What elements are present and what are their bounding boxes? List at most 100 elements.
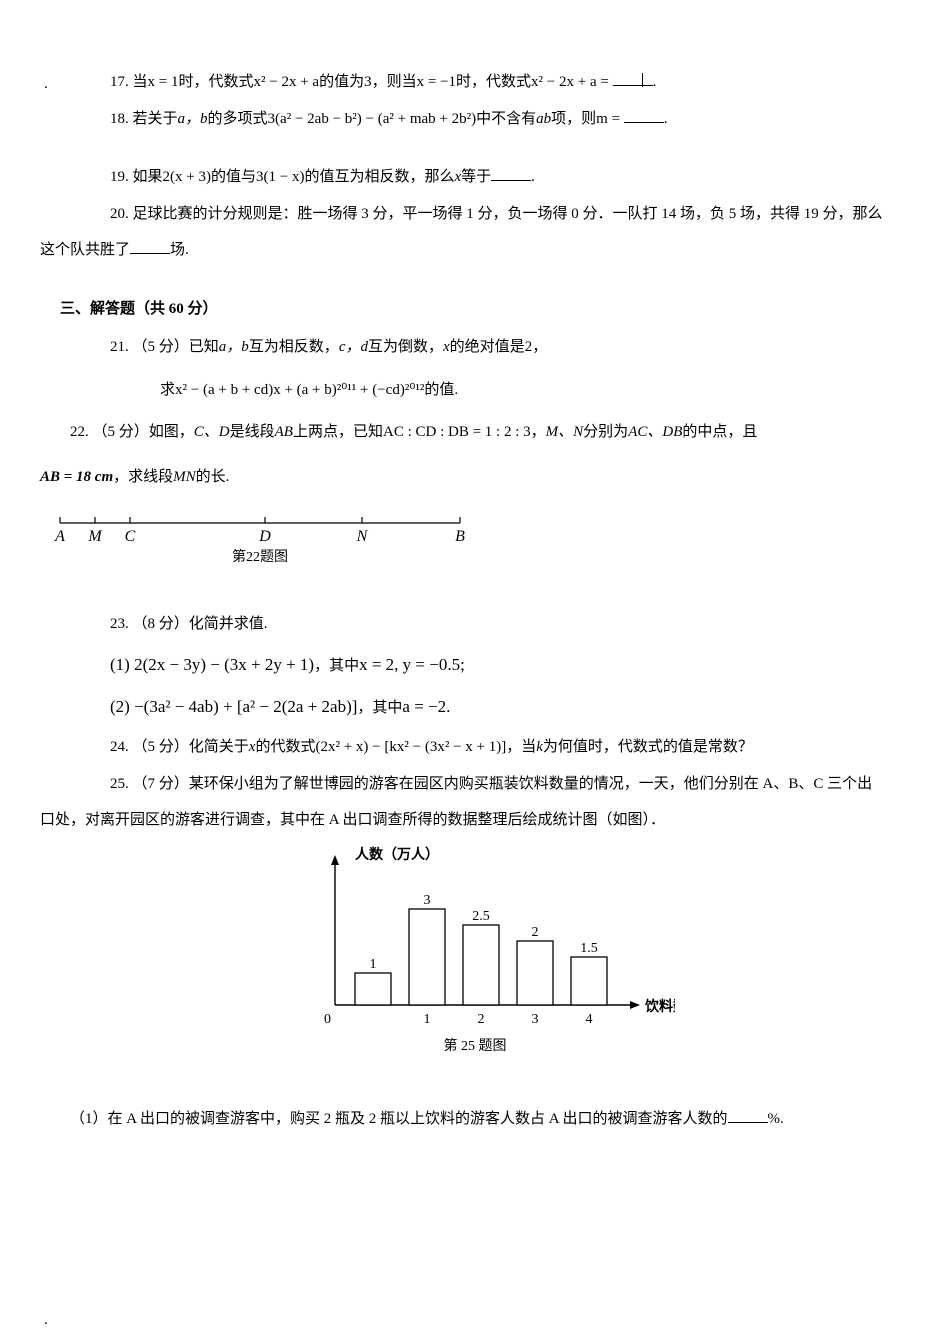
- t: 这个队共胜了: [40, 242, 130, 258]
- question-20-line2: 这个队共胜了 场.: [40, 236, 910, 265]
- question-22-line2: AB = 18 cm，求线段MN的长.: [40, 463, 910, 492]
- t: .: [664, 111, 668, 127]
- t: 的值为: [319, 74, 364, 90]
- question-25-line1: 25. （7 分）某环保小组为了解世博园的游客在园区内购买瓶装饮料数量的情况，一…: [80, 770, 910, 799]
- svg-text:3: 3: [532, 1012, 539, 1027]
- svg-text:第 25 题图: 第 25 题图: [444, 1037, 507, 1054]
- q23-num: 23.: [110, 616, 129, 632]
- header-dot: .: [44, 70, 48, 99]
- blank-input[interactable]: [130, 239, 170, 254]
- t: 求: [160, 382, 175, 398]
- expr: m =: [596, 111, 620, 127]
- blank-input[interactable]: [491, 166, 531, 181]
- question-18: 18. 若关于a，b的多项式3(a² − 2ab − b²) − (a² + m…: [80, 105, 910, 134]
- t: 的多项式: [208, 111, 268, 127]
- svg-text:饮料数量（瓶）: 饮料数量（瓶）: [644, 998, 675, 1015]
- expr: x = 1: [148, 74, 179, 90]
- q23-sub2: (2) −(3a² − 4ab) + [a² − 2(2a + 2ab)]，其中…: [110, 691, 910, 723]
- t: ，其中: [357, 700, 402, 716]
- t: ，: [531, 424, 546, 440]
- q25-bar-chart: 人数（万人）饮料数量（瓶）0132.521.51234第 25 题图: [275, 845, 675, 1055]
- expr: 3(1 − x): [256, 169, 304, 185]
- expr: AC、DB: [628, 424, 682, 440]
- t: 为何值时，代数式的值是常数？: [543, 739, 753, 755]
- expr: x² − (a + b + cd)x + (a + b)²⁰¹¹ + (−cd)…: [175, 382, 424, 398]
- t: 化简并求值.: [189, 616, 268, 632]
- lbl-m: M: [87, 528, 103, 545]
- q22-num: 22.: [70, 424, 89, 440]
- expr: a，b: [178, 111, 208, 127]
- vals: a = −2.: [402, 697, 450, 716]
- t: 当: [133, 74, 148, 90]
- pts: （5 分）: [133, 339, 189, 355]
- q17-num: 17.: [110, 74, 129, 90]
- svg-text:0: 0: [324, 1012, 331, 1027]
- expr: (2) −(3a² − 4ab) + [a² − 2(2a + 2ab)]: [110, 697, 357, 716]
- blank-input[interactable]: [624, 108, 664, 123]
- q25-num: 25.: [110, 776, 129, 792]
- t: 的代数式: [255, 739, 315, 755]
- expr: x² − 2x + a: [254, 74, 320, 90]
- q18-num: 18.: [110, 111, 129, 127]
- expr: c，d: [339, 339, 368, 355]
- question-24: 24. （5 分）化简关于x的代数式(2x² + x) − [kx² − (3x…: [80, 733, 910, 762]
- expr: a，b: [219, 339, 249, 355]
- expr: x² − 2x + a =: [531, 74, 609, 90]
- pts: （7 分）: [133, 776, 189, 792]
- t: 时，代数式: [178, 74, 253, 90]
- svg-text:人数（万人）: 人数（万人）: [355, 846, 439, 863]
- t: 中不含有: [476, 111, 536, 127]
- expr: C、D: [194, 424, 230, 440]
- q21-num: 21.: [110, 339, 129, 355]
- t: 互为倒数，: [368, 339, 443, 355]
- t: 的长.: [196, 469, 230, 485]
- expr: MN: [173, 469, 196, 485]
- t: （1）在 A 出口的被调查游客中，购买 2 瓶及 2 瓶以上饮料的游客人数占 A…: [70, 1111, 728, 1127]
- t: 如图，: [149, 424, 194, 440]
- svg-text:2: 2: [532, 925, 539, 940]
- pts: （8 分）: [133, 616, 189, 632]
- line-segment-diagram: A M C D N B 第22题图: [40, 509, 480, 564]
- question-20-line1: 20. 足球比赛的计分规则是：胜一场得 3 分，平一场得 1 分，负一场得 0 …: [80, 200, 910, 229]
- t: 上两点，已知: [293, 424, 383, 440]
- svg-text:1.5: 1.5: [580, 941, 598, 956]
- t: 若关于: [133, 111, 178, 127]
- q25-chart-wrap: 人数（万人）饮料数量（瓶）0132.521.51234第 25 题图: [40, 845, 910, 1055]
- question-22-line1: 22. （5 分）如图，C、D是线段AB上两点，已知AC : CD : DB =…: [40, 418, 910, 447]
- t: 的中点，且: [682, 424, 757, 440]
- expr: ab: [536, 111, 551, 127]
- question-19: 19. 如果2(x + 3)的值与3(1 − x)的值互为相反数，那么x等于.: [80, 163, 910, 192]
- t: 如果: [133, 169, 163, 185]
- t: 口处，对离开园区的游客进行调查，其中在 A 出口调查所得的数据整理后绘成统计图（…: [40, 812, 665, 828]
- question-23: 23. （8 分）化简并求值.: [80, 610, 910, 639]
- expr: x = −1: [417, 74, 456, 90]
- expr: (2x² + x) − [kx² − (3x² − x + 1)]: [315, 739, 506, 755]
- q22-diagram: A M C D N B 第22题图: [40, 509, 910, 564]
- lbl-c: C: [125, 528, 136, 545]
- blank-input[interactable]: [728, 1108, 768, 1123]
- q24-num: 24.: [110, 739, 129, 755]
- t: 某环保小组为了解世博园的游客在园区内购买瓶装饮料数量的情况，一天，他们分别在 A…: [189, 776, 872, 792]
- t: 是线段: [230, 424, 275, 440]
- t: ，求线段: [113, 469, 173, 485]
- svg-text:4: 4: [586, 1012, 593, 1027]
- expr: 3(a² − 2ab − b²) − (a² + mab + 2b²): [268, 111, 477, 127]
- lbl-d: D: [258, 528, 271, 545]
- pts: （5 分）: [93, 424, 149, 440]
- t: 等于: [461, 169, 491, 185]
- t: 分别为: [583, 424, 628, 440]
- expr: AB: [275, 424, 293, 440]
- t: 场.: [170, 242, 189, 258]
- t: .: [653, 74, 657, 90]
- question-17: 17. 当x = 1时，代数式x² − 2x + a的值为3，则当x = −1时…: [80, 68, 910, 97]
- t: 的值.: [424, 382, 458, 398]
- q25-sub1: （1）在 A 出口的被调查游客中，购买 2 瓶及 2 瓶以上饮料的游客人数占 A…: [70, 1105, 910, 1134]
- expr: 2(x + 3): [163, 169, 211, 185]
- expr: k: [536, 739, 543, 755]
- question-25-line2: 口处，对离开园区的游客进行调查，其中在 A 出口调查所得的数据整理后绘成统计图（…: [40, 806, 910, 835]
- svg-text:1: 1: [424, 1012, 431, 1027]
- svg-text:2.5: 2.5: [472, 909, 490, 924]
- lbl-a: A: [54, 528, 65, 545]
- blank-input[interactable]: [613, 71, 653, 86]
- v: 3: [364, 74, 372, 90]
